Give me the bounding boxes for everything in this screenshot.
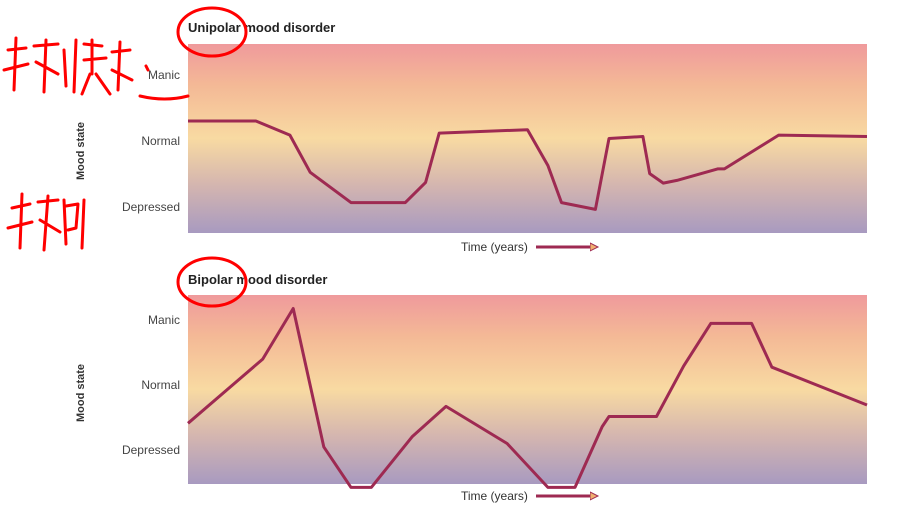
hand-underline (138, 94, 190, 101)
y-axis-label: Mood state (75, 122, 87, 180)
series-line-bipolar (187, 307, 868, 489)
chart-panel-unipolar: Unipolar mood disorder Mood state Manic … (75, 20, 868, 254)
handwritten-annotations (2, 6, 248, 308)
y-tick-manic: Manic (148, 313, 180, 327)
chart-title: Bipolar mood disorder (188, 272, 327, 287)
y-tick-manic: Manic (148, 68, 180, 82)
chart-panel-bipolar: Bipolar mood disorder Mood state Manic N… (75, 272, 868, 503)
chart-title: Unipolar mood disorder (188, 20, 335, 35)
handwritten-note-mark (6, 192, 86, 252)
hand-circle (176, 6, 248, 58)
y-axis-label: Mood state (75, 364, 87, 422)
handwritten-note-mark (2, 36, 150, 96)
plot-area (188, 295, 867, 484)
hand-circle (176, 256, 248, 308)
y-tick-normal: Normal (141, 134, 180, 148)
y-tick-depressed: Depressed (122, 443, 180, 457)
y-tick-depressed: Depressed (122, 200, 180, 214)
plot-area (188, 44, 867, 233)
y-tick-normal: Normal (141, 378, 180, 392)
x-axis-label: Time (years) (461, 240, 528, 254)
series-line-unipolar (188, 119, 868, 211)
x-axis-label: Time (years) (461, 489, 528, 503)
